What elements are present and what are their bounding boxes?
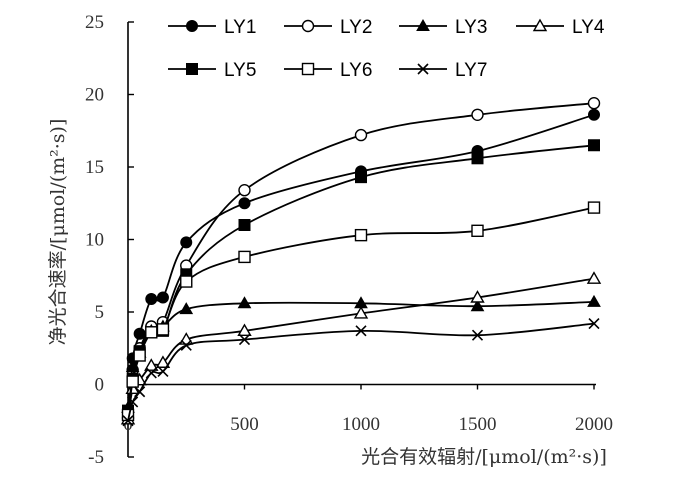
data-point-ly2: [354, 128, 368, 142]
series-line-ly5: [127, 144, 595, 411]
legend-item-ly4: LY4: [516, 17, 605, 38]
data-point-ly6: [180, 275, 193, 288]
data-point-ly3: [470, 299, 485, 312]
series-ly6: [121, 201, 601, 422]
legend-marker-ly7: [417, 63, 429, 75]
legend-label-ly7: LY7: [455, 60, 487, 81]
data-point-ly1: [588, 108, 600, 121]
series-ly1: [122, 108, 600, 420]
y-tick-label: 10: [85, 230, 104, 251]
legend-marker-ly2: [301, 19, 315, 33]
legend-label-ly4: LY4: [572, 17, 605, 38]
x-tick-label: 500: [230, 414, 259, 435]
legend-item-ly5: LY5: [168, 60, 256, 81]
data-point-ly5: [588, 139, 600, 152]
data-point-ly7: [127, 396, 139, 408]
data-point-ly6: [471, 224, 484, 238]
legend-label-ly2: LY2: [340, 17, 372, 38]
data-point-ly4: [470, 290, 485, 303]
data-point-ly7: [145, 367, 157, 379]
legend-label-ly3: LY3: [455, 17, 487, 38]
data-point-ly1: [145, 292, 158, 305]
x-tick-label: 2000: [575, 414, 613, 435]
data-point-ly7: [134, 386, 146, 398]
data-point-ly6: [126, 375, 139, 388]
series-ly4: [120, 271, 602, 425]
legend-marker-ly6: [301, 62, 315, 76]
data-point-ly7: [122, 415, 134, 427]
data-point-ly5: [355, 171, 367, 184]
data-point-ly4: [586, 271, 602, 284]
data-point-ly1: [180, 236, 193, 249]
data-point-ly2: [587, 96, 601, 110]
data-point-ly6: [145, 326, 158, 339]
data-point-ly6: [133, 349, 146, 362]
data-point-ly6: [156, 323, 170, 336]
data-point-ly7: [238, 333, 251, 346]
data-point-ly3: [587, 294, 601, 307]
data-point-ly1: [238, 197, 251, 210]
data-point-ly5: [238, 219, 251, 231]
legend-marker-ly4: [532, 18, 548, 32]
x-tick-label: 1000: [342, 414, 380, 435]
data-point-ly6: [354, 228, 368, 242]
data-point-ly6: [587, 201, 601, 214]
y-tick-label: -5: [88, 447, 104, 468]
legend-item-ly2: LY2: [284, 17, 372, 38]
series-line-ly1: [127, 113, 595, 414]
legend-item-ly1: LY1: [168, 17, 256, 38]
legend-item-ly7: LY7: [399, 60, 487, 81]
series-line-ly7: [127, 322, 595, 422]
data-point-ly7: [157, 365, 169, 378]
series-ly2: [121, 96, 601, 425]
series-layer: [120, 96, 602, 427]
legend-marker-ly5: [186, 63, 198, 75]
axes: -505101520250500100015002000: [85, 12, 613, 468]
y-tick-label: 15: [85, 157, 104, 178]
legend-label-ly5: LY5: [224, 60, 256, 81]
x-tick-label: 1500: [459, 414, 497, 435]
data-point-ly4: [144, 358, 159, 371]
y-tick-label: 25: [85, 12, 104, 33]
legend: LY1 LY2 LY3 LY4 LY5 LY6 LY7: [168, 17, 605, 81]
series-ly5: [122, 139, 600, 417]
data-point-ly7: [471, 329, 484, 341]
legend-marker-ly3: [416, 18, 430, 31]
legend-item-ly3: LY3: [399, 17, 487, 38]
data-point-ly3: [237, 296, 252, 309]
legend-label-ly1: LY1: [224, 17, 256, 38]
data-point-ly6: [238, 250, 251, 264]
y-tick-label: 20: [85, 85, 104, 106]
y-tick-label: 0: [95, 375, 105, 396]
data-point-ly3: [179, 302, 194, 315]
data-point-ly5: [471, 152, 484, 165]
data-point-ly1: [133, 327, 146, 340]
data-point-ly4: [353, 306, 369, 319]
y-tick-label: 5: [95, 302, 105, 323]
data-point-ly4: [155, 355, 171, 368]
data-point-ly7: [355, 325, 367, 337]
legend-marker-ly1: [186, 20, 198, 32]
data-point-ly2: [238, 183, 251, 197]
data-point-ly1: [156, 291, 169, 304]
x-axis-title: 光合有效辐射/[μmol/(m²·s)]: [361, 446, 607, 468]
legend-item-ly6: LY6: [284, 60, 372, 81]
y-axis-title: 净光合速率/[μmol/(m²·s)]: [47, 119, 69, 346]
data-point-ly7: [588, 318, 600, 330]
legend-label-ly6: LY6: [340, 60, 372, 81]
data-point-ly2: [471, 108, 484, 122]
series-ly7: [122, 318, 600, 427]
data-point-ly7: [180, 339, 192, 351]
data-point-ly4: [237, 323, 252, 337]
